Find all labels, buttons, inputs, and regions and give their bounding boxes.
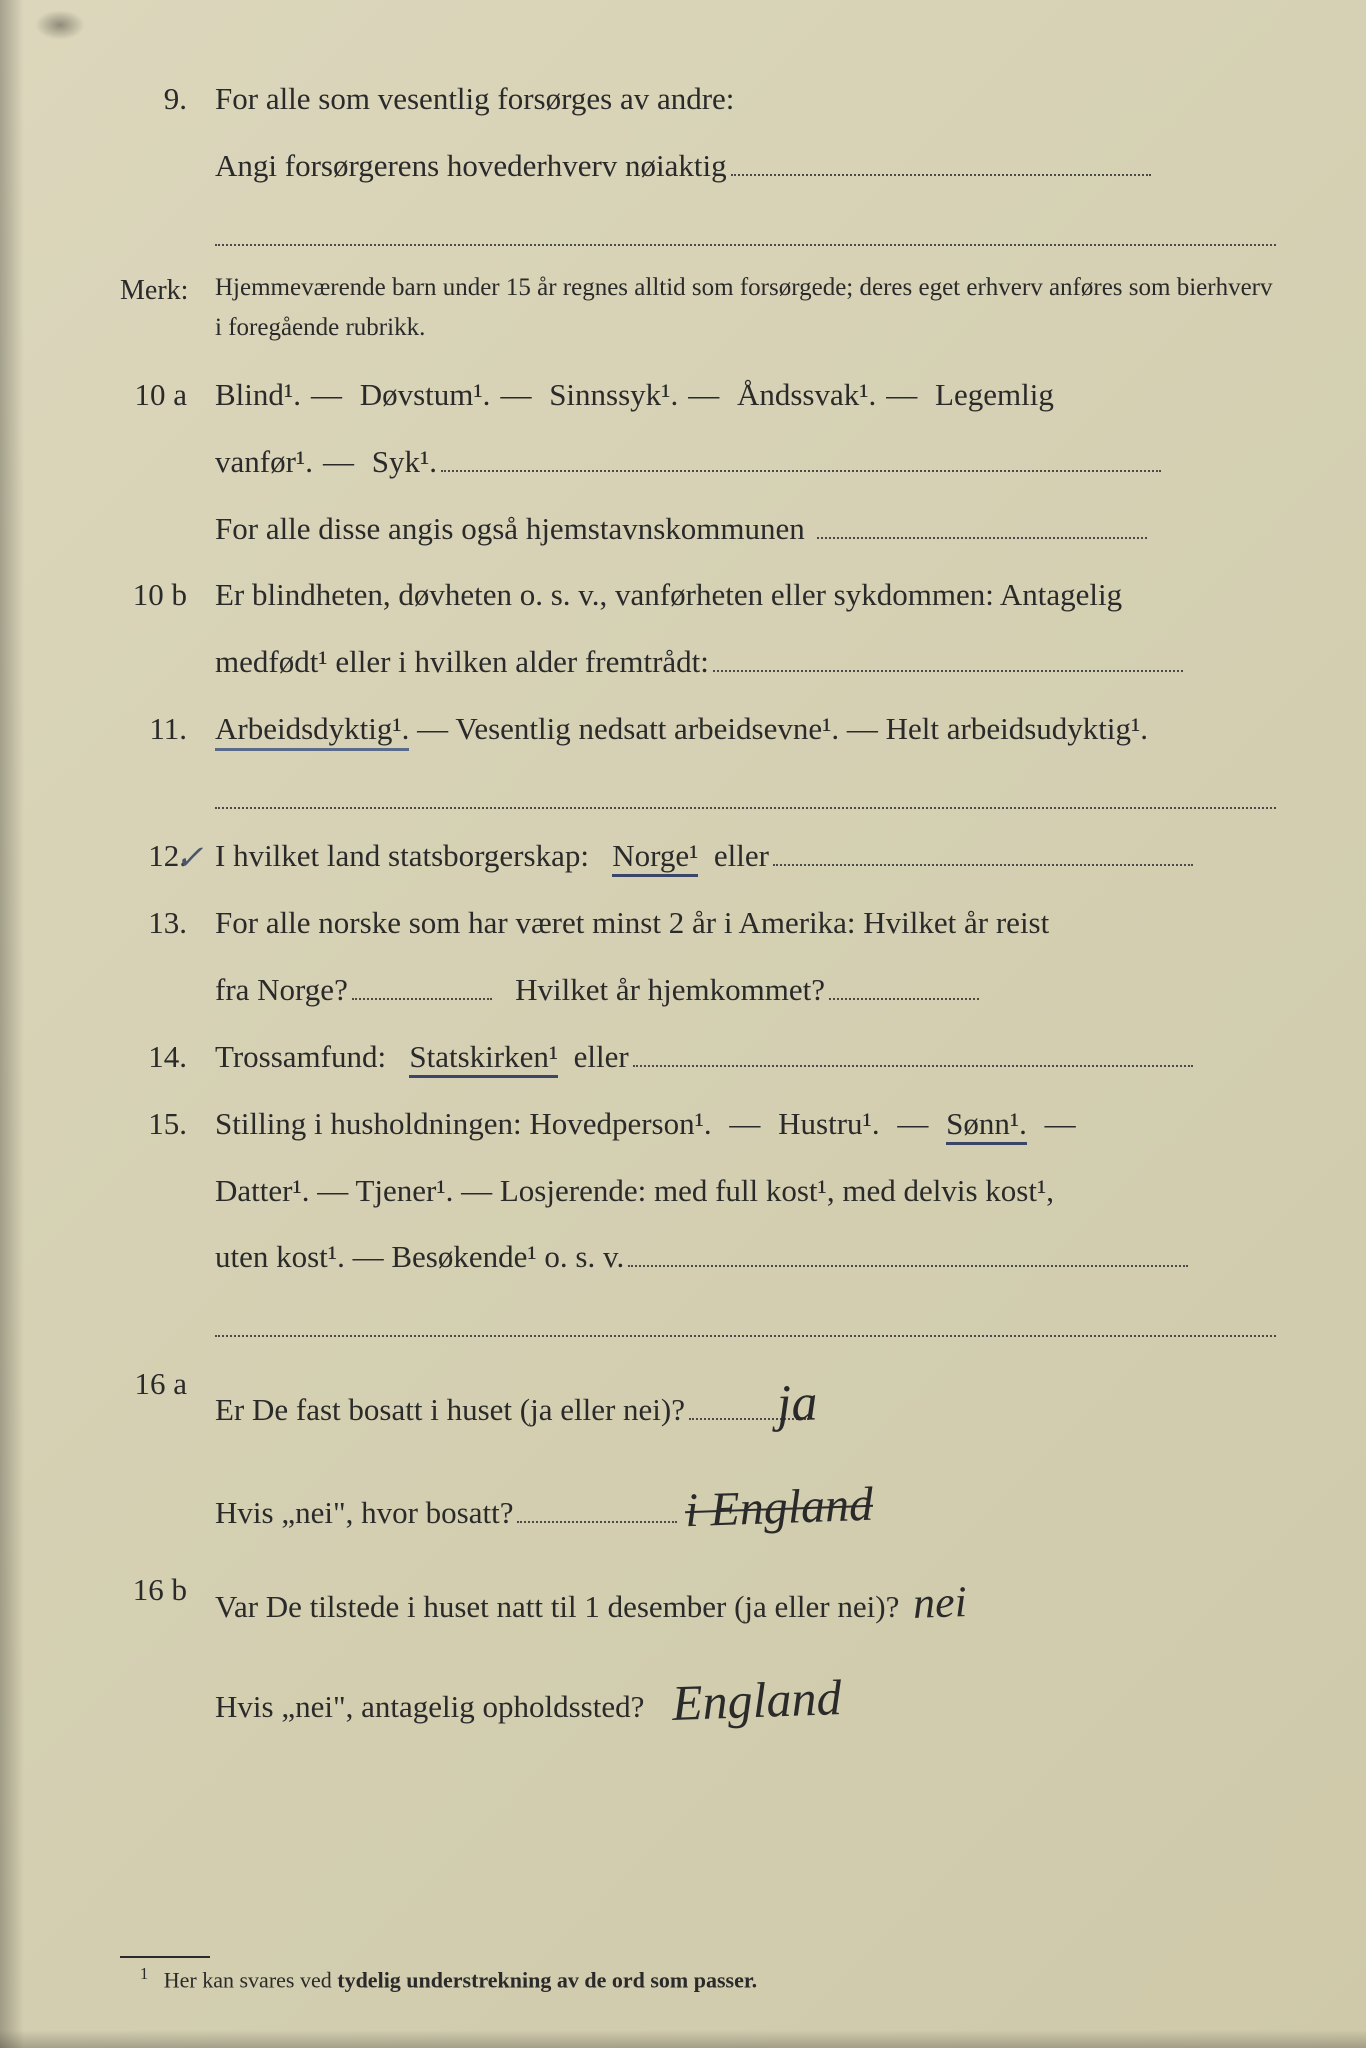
- q9-number: 9.: [120, 70, 215, 129]
- blank-full-line: [215, 1307, 1276, 1337]
- question-12: ✓ 12. I hvilket land statsborgerskap: No…: [120, 827, 1276, 886]
- q10a-opt-dovstum: Døvstum¹.: [360, 377, 491, 412]
- blank-line: [517, 1492, 677, 1523]
- q13-line1: For alle norske som har været minst 2 år…: [215, 894, 1276, 953]
- scan-shadow-bottom: [0, 2030, 1366, 2048]
- q15-sonn: Sønn¹.: [946, 1106, 1027, 1145]
- blank-line: [817, 508, 1147, 539]
- q15-line3: uten kost¹. — Besøkende¹ o. s. v.: [215, 1239, 624, 1274]
- blank-line: [713, 641, 1183, 672]
- question-15-line3: uten kost¹. — Besøkende¹ o. s. v.: [120, 1228, 1276, 1287]
- q13-number: 13.: [120, 894, 215, 953]
- q10a-hjemstavn: For alle disse angis også hjemstavnskomm…: [215, 511, 805, 546]
- q10b-line1: Er blindheten, døvheten o. s. v., vanfør…: [215, 566, 1276, 625]
- merk-label: Merk:: [120, 264, 215, 317]
- q10a-opt-legemlig: Legemlig: [935, 377, 1054, 412]
- question-10a-line3: For alle disse angis også hjemstavnskomm…: [120, 500, 1276, 559]
- q10a-opt-sinnssyk: Sinnssyk¹.: [549, 377, 678, 412]
- merk-row: Merk: Hjemmeværende barn under 15 år reg…: [120, 264, 1276, 358]
- q11-nedsatt: Vesentlig nedsatt arbeidsevne¹.: [455, 711, 839, 746]
- blank-full-line: [215, 216, 1276, 246]
- q10a-opt-blind: Blind¹.: [215, 377, 301, 412]
- q15-line1-pre: Stilling i husholdningen: Hovedperson¹.: [215, 1106, 712, 1141]
- question-16b-line2: Hvis „nei", antagelig opholdssted? Engla…: [120, 1653, 1276, 1748]
- q12-norge: Norge¹: [612, 838, 698, 877]
- q12-text: I hvilket land statsborgerskap:: [215, 838, 589, 873]
- q10a-number: 10 a: [120, 366, 215, 425]
- footnote-text: Her kan svares ved: [164, 1967, 338, 1992]
- q16a-q1: Er De fast bosatt i huset (ja eller nei)…: [215, 1392, 685, 1427]
- blank-line: [628, 1236, 1188, 1267]
- q11-arbeidsdyktig: Arbeidsdyktig¹.: [215, 711, 409, 751]
- q10b-line2-text: medfødt¹ eller i hvilken alder fremtrådt…: [215, 644, 709, 679]
- q16b-number: 16 b: [120, 1561, 215, 1620]
- question-16a: 16 a Er De fast bosatt i huset (ja eller…: [120, 1355, 1276, 1454]
- q12-checkmark-icon: ✓: [175, 827, 204, 892]
- q16a-q2: Hvis „nei", hvor bosatt?: [215, 1495, 513, 1530]
- q9-line2-text: Angi forsørgerens hovederhverv nøiaktig: [215, 148, 727, 183]
- q10a-vanfor: vanfør¹.: [215, 444, 313, 479]
- question-15: 15. Stilling i husholdningen: Hovedperso…: [120, 1095, 1276, 1154]
- blank-line: [829, 969, 979, 1000]
- census-form-page: 9. For alle som vesentlig forsørges av a…: [0, 0, 1366, 2048]
- question-9-line2: Angi forsørgerens hovederhverv nøiaktig: [120, 137, 1276, 196]
- q13-hjemkommet: Hvilket år hjemkommet?: [515, 972, 825, 1007]
- blank-full-line: [215, 779, 1276, 809]
- q12-eller: eller: [714, 838, 769, 873]
- question-10a-line2: vanfør¹.— Syk¹.: [120, 433, 1276, 492]
- question-9: 9. For alle som vesentlig forsørges av a…: [120, 70, 1276, 129]
- q15-number: 15.: [120, 1095, 215, 1154]
- scan-shadow-left: [0, 0, 24, 2048]
- question-11: 11. Arbeidsdyktig¹. — Vesentlig nedsatt …: [120, 700, 1276, 759]
- q16b-answer1-handwritten: nei: [912, 1560, 969, 1645]
- question-10b: 10 b Er blindheten, døvheten o. s. v., v…: [120, 566, 1276, 625]
- question-10a: 10 a Blind¹.— Døvstum¹.— Sinnssyk¹.— Ånd…: [120, 366, 1276, 425]
- q15-hustru: Hustru¹.: [778, 1106, 879, 1141]
- q14-label: Trossamfund:: [215, 1039, 386, 1074]
- q11-number: 11.: [120, 700, 215, 759]
- footnote: 1 Her kan svares ved tydelig understrekn…: [140, 1964, 757, 1993]
- merk-text: Hjemmeværende barn under 15 år regnes al…: [215, 268, 1276, 348]
- question-16b: 16 b Var De tilstede i huset natt til 1 …: [120, 1561, 1276, 1645]
- question-15-line2: Datter¹. — Tjener¹. — Losjerende: med fu…: [120, 1162, 1276, 1221]
- question-13: 13. For alle norske som har været minst …: [120, 894, 1276, 953]
- question-10b-line2: medfødt¹ eller i hvilken alder fremtrådt…: [120, 633, 1276, 692]
- q14-eller: eller: [574, 1039, 629, 1074]
- q16b-q1: Var De tilstede i huset natt til 1 desem…: [215, 1589, 899, 1624]
- q13-fra-norge: fra Norge?: [215, 972, 348, 1007]
- blank-line: [633, 1036, 1193, 1067]
- question-14: 14. Trossamfund: Statskirken¹ eller: [120, 1028, 1276, 1087]
- blank-line: [441, 441, 1161, 472]
- q16b-q2: Hvis „nei", antagelig opholdssted?: [215, 1689, 644, 1724]
- q9-line1: For alle som vesentlig forsørges av andr…: [215, 70, 1276, 129]
- q11-udyktig: Helt arbeidsudyktig¹.: [886, 711, 1148, 746]
- q14-statskirken: Statskirken¹: [409, 1039, 558, 1078]
- q14-number: 14.: [120, 1028, 215, 1087]
- blank-line: [773, 835, 1193, 866]
- question-16a-line2: Hvis „nei", hvor bosatt? i England: [120, 1462, 1276, 1553]
- q10a-syk: Syk¹.: [372, 444, 437, 479]
- q10a-opt-andssvak: Åndssvak¹.: [737, 377, 876, 412]
- q10b-number: 10 b: [120, 566, 215, 625]
- question-13-line2: fra Norge? Hvilket år hjemkommet?: [120, 961, 1276, 1020]
- blank-line: [352, 969, 492, 1000]
- q16a-answer2-handwritten: i England: [684, 1459, 875, 1557]
- q16a-number: 16 a: [120, 1355, 215, 1414]
- q16b-answer2-handwritten: England: [670, 1650, 843, 1751]
- footnote-bold: tydelig understrekning av de ord som pas…: [337, 1967, 757, 1992]
- footnote-number: 1: [140, 1964, 148, 1983]
- footnote-rule: [120, 1956, 210, 1958]
- q15-line2: Datter¹. — Tjener¹. — Losjerende: med fu…: [215, 1162, 1276, 1221]
- q16a-answer1-handwritten: ja: [775, 1355, 819, 1455]
- blank-line: [731, 145, 1151, 176]
